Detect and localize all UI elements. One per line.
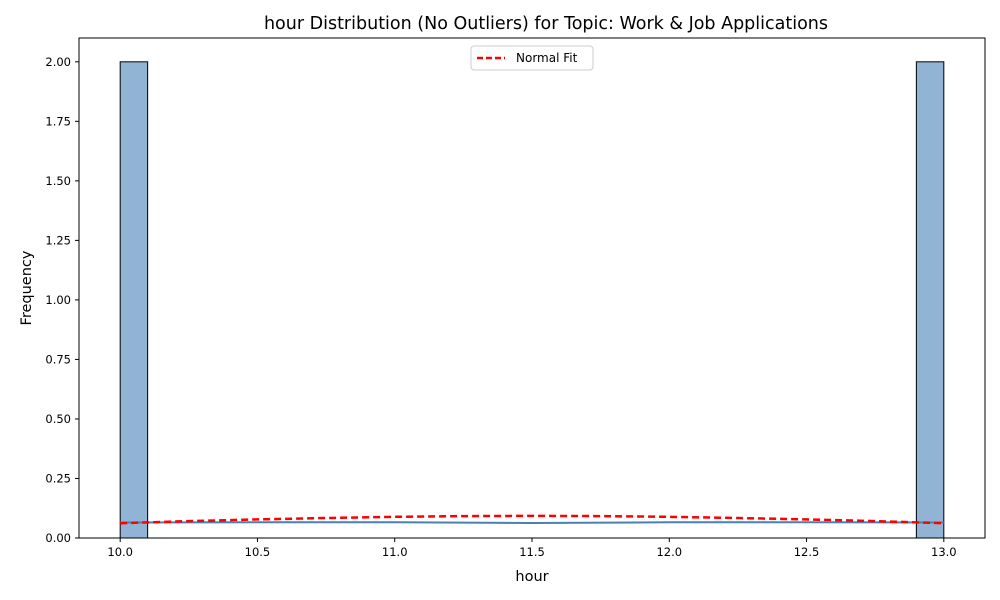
x-tick-label: 10.5	[245, 545, 271, 559]
legend-box	[470, 45, 594, 71]
y-tick-label: 0.50	[45, 412, 71, 426]
y-tick-label: 0.00	[45, 531, 71, 545]
x-tick-label: 12.0	[656, 545, 682, 559]
normal-fit-curve	[120, 514, 944, 525]
histogram-bar	[119, 61, 149, 539]
y-tick-label: 1.25	[45, 233, 71, 247]
plot-area	[78, 37, 986, 539]
x-axis-label: hour	[515, 569, 548, 585]
kde-curve	[120, 521, 944, 525]
y-tick-label: 0.25	[45, 471, 71, 485]
x-axis-ticks: 10.0 10.5 11.0 11.5 12.0 12.5 13.0	[107, 538, 957, 559]
legend: Normal Fit	[470, 45, 594, 71]
y-tick-label: 2.00	[45, 55, 71, 69]
x-tick-label: 13.0	[931, 545, 957, 559]
y-tick-label: 1.50	[45, 174, 71, 188]
y-tick-label: 1.75	[45, 114, 71, 128]
histogram-bars	[119, 61, 945, 539]
y-axis-ticks: 0.00 0.25 0.50 0.75 1.00 1.25 1.50 1.75 2.00	[45, 55, 79, 545]
x-tick-label: 10.0	[107, 545, 133, 559]
histogram-bar	[915, 61, 945, 539]
x-tick-label: 12.5	[794, 545, 820, 559]
y-tick-label: 0.75	[45, 352, 71, 366]
x-tick-label: 11.0	[382, 545, 408, 559]
chart-title: hour Distribution (No Outliers) for Topi…	[264, 14, 828, 34]
y-tick-label: 1.00	[45, 293, 71, 307]
y-axis-label: Frequency	[19, 250, 35, 325]
curves	[120, 514, 944, 525]
x-tick-label: 11.5	[519, 545, 545, 559]
legend-normal-fit-label: Normal Fit	[516, 51, 578, 65]
plot-frame	[78, 37, 986, 539]
